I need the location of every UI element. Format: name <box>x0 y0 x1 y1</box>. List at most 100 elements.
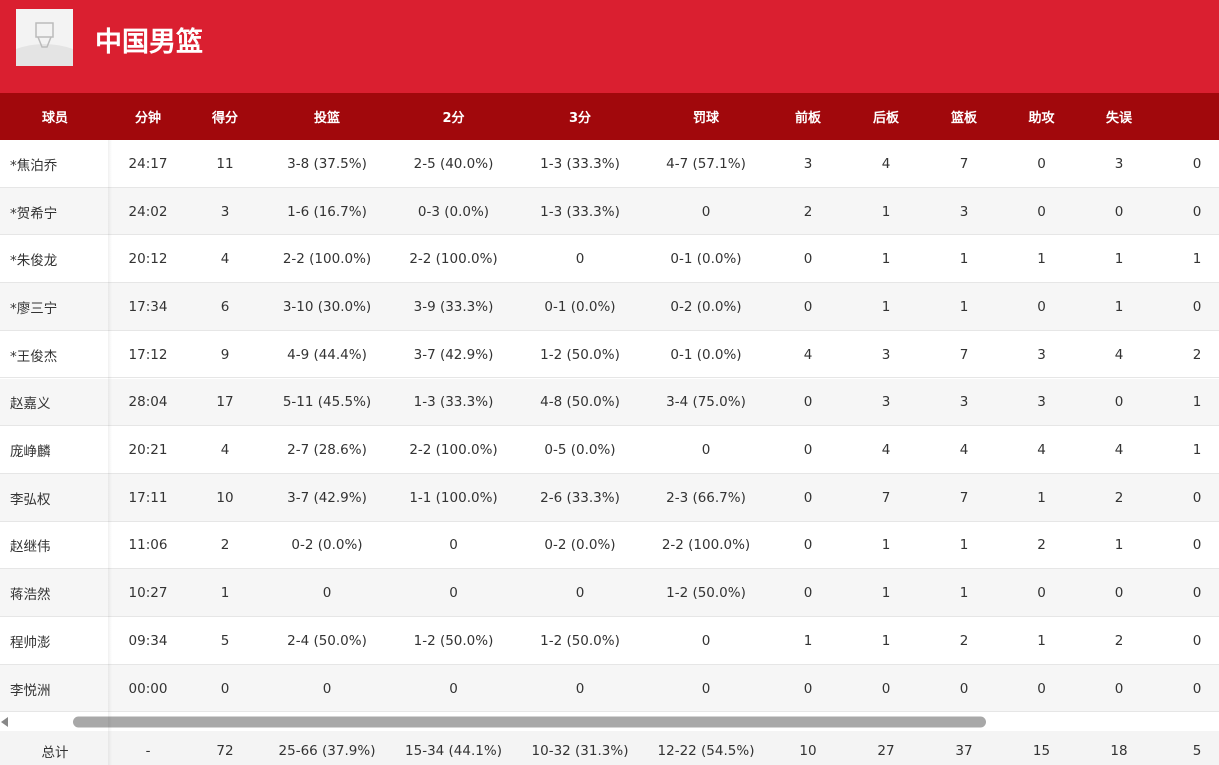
stat-cell: 3 <box>881 394 891 411</box>
stat-cell: 0-2 (0.0%) <box>544 537 616 554</box>
stat-cell: 2-4 (50.0%) <box>287 632 367 649</box>
stat-cell: 3-10 (30.0%) <box>282 298 372 315</box>
stat-cell: 4 <box>803 346 813 363</box>
player-row: 李弘权 17:11 10 3-7 (42.9%) 1-1 (100.0%) 2-6 (33… <box>0 473 1219 522</box>
stat-cell: 3-9 (33.3%) <box>413 298 494 315</box>
player-name[interactable]: 蒋浩然 <box>10 587 51 604</box>
stat-cell: 24:02 <box>128 203 168 220</box>
stat-cell: 4-8 (50.0%) <box>540 394 620 411</box>
stat-cell: 1-2 (50.0%) <box>540 632 620 649</box>
player-name[interactable]: 赵嘉义 <box>10 396 51 413</box>
team-logo <box>16 9 73 66</box>
header-row: 球员 分钟 得分 投篮 2分 3分 罚球 前板 后板 篮板 助攻 失误 <box>0 93 1219 140</box>
stat-cell: 1 <box>959 298 969 315</box>
stat-cell: 1 <box>881 632 891 649</box>
stat-cell: 0 <box>1114 585 1124 602</box>
horizontal-scrollbar[interactable] <box>0 713 1219 731</box>
stat-cell: 0 <box>1192 155 1202 172</box>
stat-cell: 1 <box>1192 251 1202 268</box>
column-header[interactable]: 助攻 <box>1028 111 1055 126</box>
frozen-column-shadow <box>108 140 112 765</box>
stat-cell: 1 <box>881 203 891 220</box>
player-name[interactable]: *朱俊龙 <box>10 253 58 270</box>
stat-cell: 7 <box>959 155 969 172</box>
stat-cell: 0 <box>1192 680 1202 697</box>
player-name[interactable]: *焦泊乔 <box>10 157 58 174</box>
player-row: 赵嘉义 28:04 17 5-11 (45.5%) 1-3 (33.3%) 4-8 (50… <box>0 378 1219 427</box>
column-header[interactable]: 2分 <box>442 111 465 126</box>
stat-cell: 18 <box>1110 743 1128 759</box>
stat-cell: 3 <box>1037 394 1046 411</box>
stat-cell: 3 <box>1114 155 1124 172</box>
player-name[interactable]: *廖三宁 <box>10 300 58 317</box>
stat-cell: 0 <box>803 537 813 554</box>
stat-cell: 9 <box>220 346 230 363</box>
stat-cell: 3-7 (42.9%) <box>287 489 367 506</box>
player-name[interactable]: 庞峥麟 <box>10 444 51 461</box>
stat-cell: 0 <box>1037 155 1046 172</box>
player-name[interactable]: *王俊杰 <box>10 348 58 365</box>
stat-cell: 1 <box>220 585 230 602</box>
stat-cell: 11:06 <box>128 537 168 554</box>
column-header[interactable]: 罚球 <box>692 111 719 126</box>
stat-cell: 0-1 (0.0%) <box>544 298 616 315</box>
column-header[interactable]: 分钟 <box>134 111 161 126</box>
stat-cell: 10 <box>799 743 817 759</box>
column-header[interactable]: 得分 <box>211 111 238 126</box>
team-title: 中国男篮 <box>95 27 203 58</box>
column-header[interactable] <box>1158 93 1219 140</box>
stat-cell: 4 <box>881 442 891 459</box>
player-name[interactable]: *贺希宁 <box>10 205 58 222</box>
stat-cell: 0 <box>1114 680 1124 697</box>
stat-cell: 0-3 (0.0%) <box>417 203 490 220</box>
stat-cell: 2-2 (100.0%) <box>409 251 498 268</box>
stat-cell: 3-7 (42.9%) <box>413 346 494 363</box>
stat-cell: 2 <box>1037 537 1046 554</box>
stat-cell: 17:34 <box>128 298 168 315</box>
stat-cell: 7 <box>959 489 969 506</box>
stat-cell: 1 <box>959 537 969 554</box>
stat-cell: 1 <box>959 585 969 602</box>
stat-cell: 0-5 (0.0%) <box>544 442 616 459</box>
stat-cell: 0 <box>1192 298 1202 315</box>
stat-cell: 0 <box>1114 394 1124 411</box>
stat-cell: 3 <box>803 155 813 172</box>
stat-cell: 2-5 (40.0%) <box>413 155 494 172</box>
stat-cell: 0 <box>1192 585 1202 602</box>
column-header[interactable]: 3分 <box>568 111 592 126</box>
player-row: 庞峥麟 20:21 4 2-7 (28.6%) 2-2 (100.0%) 0-5 (0.0… <box>0 426 1219 474</box>
column-header[interactable]: 篮板 <box>950 111 977 126</box>
stat-cell: 0 <box>803 680 813 697</box>
stat-cell: 0 <box>1192 489 1202 506</box>
stat-cell: 3 <box>1037 346 1046 363</box>
stat-cell: 09:34 <box>128 632 168 649</box>
stat-cell: 20:21 <box>128 442 168 459</box>
stat-cell: 2-2 (100.0%) <box>282 251 372 268</box>
stat-cell: 0 <box>1192 203 1202 220</box>
column-header[interactable]: 投篮 <box>313 111 340 126</box>
player-name[interactable]: 李悦洲 <box>10 682 51 699</box>
column-header[interactable]: 失误 <box>1105 111 1132 126</box>
stat-cell: 1 <box>881 298 891 315</box>
stat-cell: 2 <box>1114 632 1124 649</box>
stat-cell: 0 <box>322 585 332 602</box>
column-header[interactable]: 球员 <box>41 111 68 126</box>
player-name[interactable]: 赵继伟 <box>10 539 51 556</box>
column-header[interactable]: 后板 <box>872 111 899 126</box>
stat-cell: 20:12 <box>128 251 168 268</box>
total-row: 总计 - 72 25-66 (37.9%) 15-34 (44.1%) 10-32 (31… <box>0 731 1219 765</box>
stat-cell: 0 <box>803 585 813 602</box>
stat-cell: 0-1 (0.0%) <box>670 251 742 268</box>
stat-cell: 3 <box>220 203 230 220</box>
player-name[interactable]: 程帅澎 <box>10 634 51 651</box>
stat-cell: 5-11 (45.5%) <box>282 394 372 411</box>
stat-cell: 2 <box>959 632 969 649</box>
stat-cell: 0-1 (0.0%) <box>670 346 742 363</box>
stat-cell: 10-32 (31.3%) <box>531 743 629 759</box>
player-name[interactable]: 李弘权 <box>10 491 51 508</box>
stat-cell: 10 <box>216 489 234 506</box>
column-header[interactable]: 前板 <box>794 111 821 126</box>
stat-cell: 0 <box>575 680 585 697</box>
